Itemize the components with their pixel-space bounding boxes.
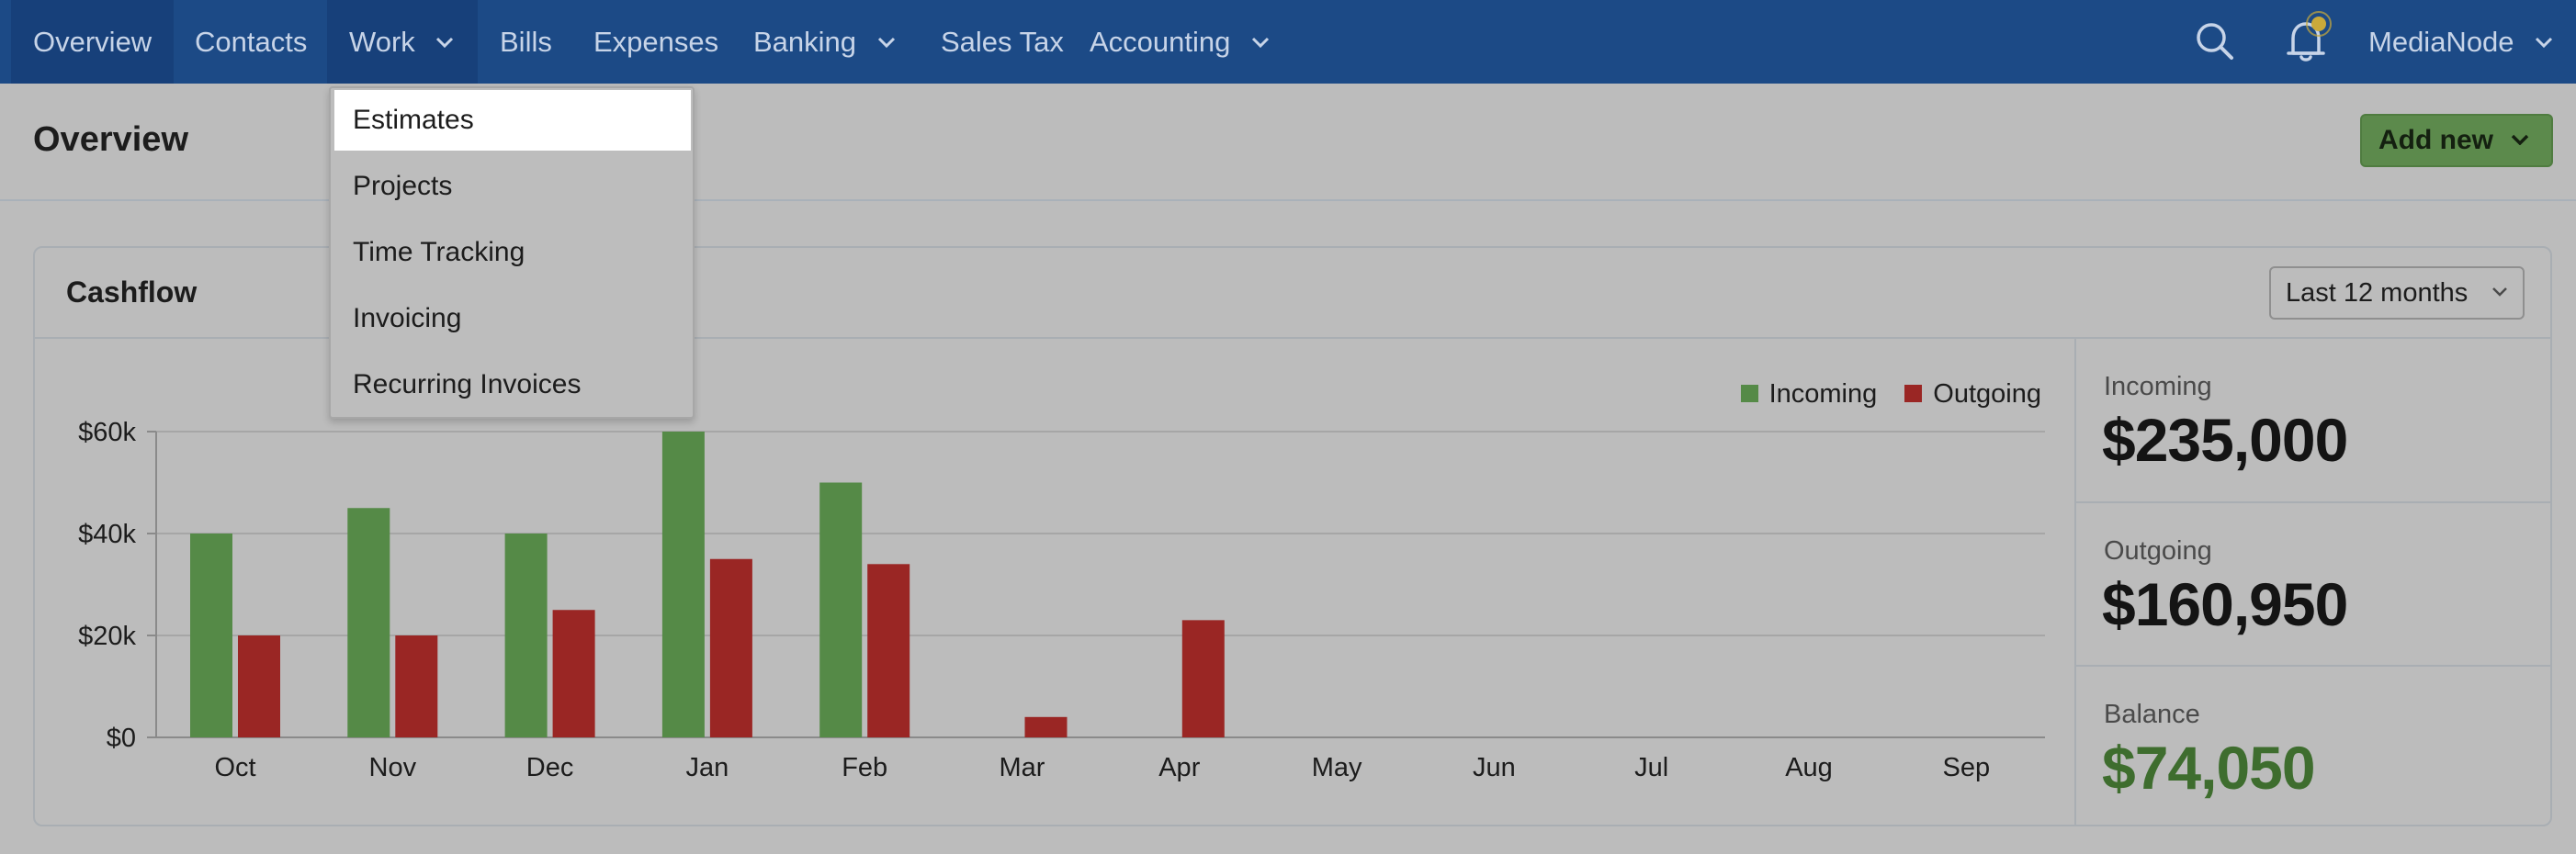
menu-item-estimates[interactable]: Estimates	[334, 90, 691, 151]
bar-outgoing-jan	[709, 558, 752, 737]
page-title: Overview	[33, 120, 188, 159]
bar-outgoing-dec	[552, 610, 595, 737]
cashflow-chart: Incoming Outgoing $0 $20k $40k $60k Oct Nov De…	[35, 339, 2074, 825]
menu-item-invoicing[interactable]: Invoicing	[353, 303, 462, 333]
x-tick-label: Sep	[1942, 753, 1990, 782]
nav-sales-tax-label: Sales Tax	[941, 26, 1064, 58]
add-new-label: Add new	[2378, 125, 2493, 155]
bar-chart-svg: $0 $20k $40k $60k Oct Nov Dec Jan Feb Mar Apr May Ju…	[78, 418, 2045, 782]
stats-divider	[2074, 339, 2076, 826]
menu-item-time-tracking[interactable]: Time Tracking	[353, 237, 525, 267]
account-name: MediaNode	[2368, 26, 2514, 58]
nav-sales-tax[interactable]: Sales Tax	[919, 0, 1086, 84]
legend-label-outgoing: Outgoing	[1933, 379, 2041, 409]
date-range-select[interactable]: Last 12 months	[2269, 266, 2525, 320]
menu-item-recurring-invoices[interactable]: Recurring Invoices	[353, 369, 582, 399]
add-new-button[interactable]: Add new	[2360, 114, 2553, 167]
chart-legend: Incoming Outgoing	[1721, 379, 2041, 410]
account-menu[interactable]: MediaNode	[2368, 0, 2553, 84]
stat-outgoing: Outgoing $160,950	[2076, 503, 2550, 667]
x-tick-label: Dec	[526, 753, 574, 782]
y-tick-label: $20k	[78, 622, 136, 651]
menu-item-projects[interactable]: Projects	[353, 171, 453, 201]
date-range-value: Last 12 months	[2286, 278, 2469, 308]
nav-work-label: Work	[349, 26, 415, 58]
x-tick-label: Jul	[1634, 753, 1668, 782]
legend-swatch-outgoing	[1904, 384, 1923, 402]
stat-balance-label: Balance	[2104, 700, 2200, 729]
chevron-down-icon	[2536, 37, 2553, 48]
nav-overview[interactable]: Overview	[11, 0, 175, 84]
legend-swatch-incoming	[1740, 384, 1758, 402]
legend-item-incoming: Incoming	[1740, 379, 1878, 409]
nav-contacts-label: Contacts	[195, 26, 308, 58]
x-tick-label: Apr	[1158, 753, 1200, 782]
nav-accounting[interactable]: Accounting	[1068, 0, 1292, 84]
nav-expenses-label: Expenses	[593, 26, 719, 58]
x-tick-label: Jan	[686, 753, 729, 782]
chevron-down-icon	[436, 37, 454, 48]
bar-outgoing-feb	[867, 564, 910, 737]
stat-balance-value: $74,050	[2102, 734, 2316, 802]
nav-banking-label: Banking	[753, 26, 857, 58]
chevron-down-icon	[1251, 37, 1270, 48]
chevron-down-icon	[877, 37, 895, 48]
nav-overview-label: Overview	[33, 26, 153, 58]
search-icon[interactable]	[2194, 20, 2236, 62]
x-tick-label: Nov	[369, 753, 417, 782]
legend-item-outgoing: Outgoing	[1904, 379, 2041, 409]
bar-outgoing-nov	[395, 635, 438, 737]
cashflow-title: Cashflow	[66, 275, 198, 309]
bar-incoming-oct	[190, 534, 232, 737]
work-dropdown-menu: Estimates Projects Time Tracking Invoici…	[329, 86, 695, 419]
stat-incoming: Incoming $235,000	[2076, 339, 2550, 502]
bar-incoming-jan	[661, 432, 705, 737]
stat-incoming-value: $235,000	[2102, 406, 2348, 474]
nav-bills[interactable]: Bills	[478, 0, 574, 84]
nav-bills-label: Bills	[500, 26, 552, 58]
bar-outgoing-mar	[1024, 716, 1068, 737]
bar-incoming-feb	[819, 482, 863, 737]
nav-expenses[interactable]: Expenses	[571, 0, 740, 84]
x-tick-label: May	[1312, 753, 1362, 782]
x-tick-label: Jun	[1473, 753, 1516, 782]
chevron-down-icon	[2511, 134, 2529, 145]
x-tick-label: Aug	[1785, 753, 1833, 782]
chevron-down-icon	[2492, 287, 2507, 297]
x-tick-label: Feb	[842, 753, 887, 782]
bar-incoming-dec	[504, 534, 548, 737]
card-divider	[35, 337, 2550, 339]
top-navigation: Overview Contacts Work Bills Expenses Ba…	[0, 0, 2576, 84]
x-tick-label: Mar	[1000, 753, 1045, 782]
stat-balance: Balance $74,050	[2076, 667, 2550, 830]
bar-outgoing-oct	[238, 635, 280, 737]
y-tick-label: $40k	[78, 520, 136, 549]
nav-accounting-label: Accounting	[1090, 26, 1231, 58]
legend-label-incoming: Incoming	[1768, 379, 1878, 409]
stat-incoming-label: Incoming	[2104, 372, 2212, 401]
bar-incoming-nov	[347, 508, 390, 737]
y-tick-label: $0	[107, 724, 136, 753]
stat-outgoing-value: $160,950	[2102, 570, 2348, 638]
stat-separator	[2076, 501, 2550, 503]
stat-outgoing-label: Outgoing	[2104, 536, 2212, 566]
bar-outgoing-apr	[1181, 620, 1225, 737]
nav-work[interactable]: Work	[327, 0, 478, 84]
nav-contacts[interactable]: Contacts	[173, 0, 329, 84]
notification-bell-icon[interactable]	[2278, 7, 2337, 66]
x-tick-label: Oct	[214, 753, 255, 782]
stat-separator	[2076, 665, 2550, 667]
y-tick-label: $60k	[78, 418, 136, 447]
nav-banking[interactable]: Banking	[731, 0, 918, 84]
